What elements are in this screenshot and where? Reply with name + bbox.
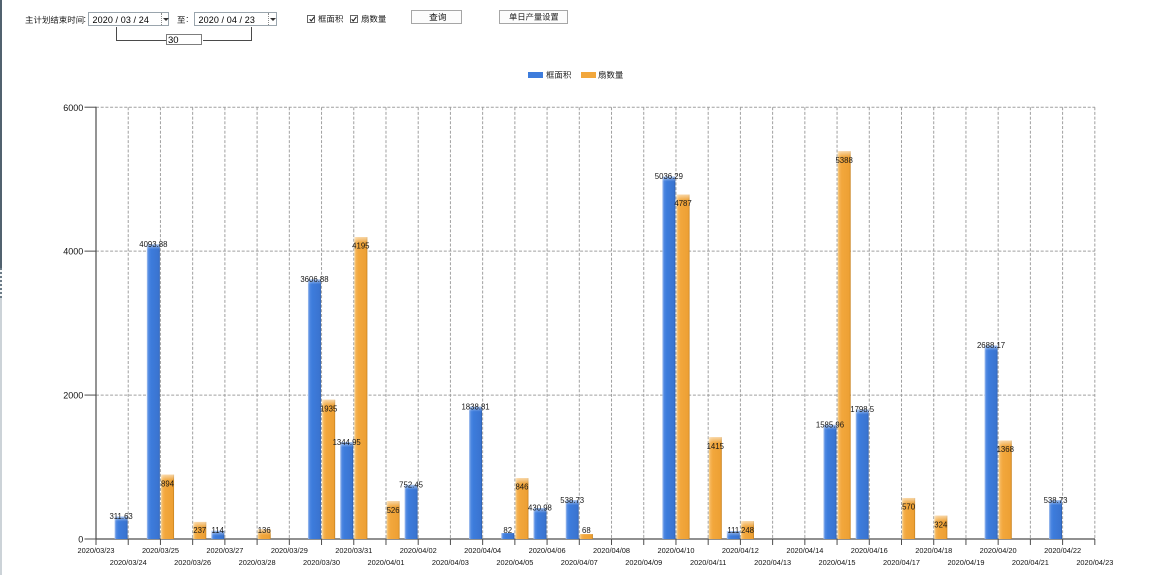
svg-text:2020/03/24: 2020/03/24	[110, 558, 147, 567]
svg-text:538.73: 538.73	[560, 496, 584, 505]
svg-text:2020/03/27: 2020/03/27	[206, 546, 243, 555]
svg-text:2020/04/12: 2020/04/12	[722, 546, 759, 555]
svg-text:2020/04/20: 2020/04/20	[980, 546, 1017, 555]
svg-text:2020/04/21: 2020/04/21	[1012, 558, 1049, 567]
svg-text:2020/04/08: 2020/04/08	[593, 546, 630, 555]
svg-text:82: 82	[503, 526, 512, 535]
svg-text:4787: 4787	[674, 199, 691, 208]
svg-text:136: 136	[258, 526, 271, 535]
svg-text:526: 526	[387, 506, 400, 515]
svg-text:3606.88: 3606.88	[300, 275, 328, 284]
svg-text:2020/04/05: 2020/04/05	[496, 558, 533, 567]
svg-text:5388: 5388	[835, 156, 852, 165]
svg-text:2020/04/06: 2020/04/06	[529, 546, 566, 555]
svg-text:1344.95: 1344.95	[333, 438, 362, 447]
svg-text:2020/04/15: 2020/04/15	[819, 558, 856, 567]
svg-text:4000: 4000	[63, 247, 83, 257]
svg-text:6000: 6000	[63, 103, 83, 113]
svg-text:0: 0	[78, 535, 83, 545]
svg-text:2020/04/10: 2020/04/10	[657, 546, 694, 555]
svg-text:2020/03/26: 2020/03/26	[174, 558, 211, 567]
svg-text:2020/04/03: 2020/04/03	[432, 558, 469, 567]
svg-text:2020/04/04: 2020/04/04	[464, 546, 501, 555]
svg-text:1798.5: 1798.5	[850, 405, 875, 414]
svg-text:2020/04/09: 2020/04/09	[625, 558, 662, 567]
svg-text:2000: 2000	[63, 391, 83, 401]
svg-text:2020/03/28: 2020/03/28	[239, 558, 276, 567]
svg-text:311.63: 311.63	[109, 512, 132, 521]
svg-text:4093.88: 4093.88	[139, 240, 167, 249]
svg-text:538.73: 538.73	[1044, 496, 1068, 505]
svg-text:2020/03/23: 2020/03/23	[78, 546, 115, 555]
svg-text:2020/04/17: 2020/04/17	[883, 558, 920, 567]
svg-text:430.98: 430.98	[528, 504, 552, 513]
svg-text:894: 894	[161, 479, 175, 488]
svg-text:846: 846	[515, 483, 528, 492]
svg-text:2020/04/19: 2020/04/19	[947, 558, 984, 567]
svg-text:2020/04/16: 2020/04/16	[851, 546, 888, 555]
svg-text:570: 570	[902, 503, 916, 512]
svg-text:2020/04/13: 2020/04/13	[754, 558, 791, 567]
svg-text:2020/04/11: 2020/04/11	[690, 558, 726, 567]
svg-text:2020/04/18: 2020/04/18	[915, 546, 952, 555]
svg-text:2020/04/14: 2020/04/14	[786, 546, 823, 555]
svg-text:2020/04/07: 2020/04/07	[561, 558, 598, 567]
svg-text:1415: 1415	[707, 442, 725, 451]
svg-text:5036.29: 5036.29	[655, 172, 683, 181]
svg-text:1368: 1368	[997, 445, 1014, 454]
svg-text:2020/04/01: 2020/04/01	[367, 558, 404, 567]
svg-text:1585.96: 1585.96	[816, 420, 844, 429]
svg-text:2020/04/22: 2020/04/22	[1044, 546, 1081, 555]
svg-text:68: 68	[582, 526, 591, 535]
svg-text:248: 248	[741, 526, 754, 535]
svg-text:111: 111	[727, 526, 739, 535]
svg-text:2020/04/02: 2020/04/02	[400, 546, 437, 555]
svg-text:1935: 1935	[320, 404, 338, 413]
svg-text:2020/03/31: 2020/03/31	[335, 546, 372, 555]
svg-text:2020/03/29: 2020/03/29	[271, 546, 308, 555]
svg-text:752.45: 752.45	[399, 480, 424, 489]
svg-text:2020/03/25: 2020/03/25	[142, 546, 179, 555]
svg-text:2020/03/30: 2020/03/30	[303, 558, 340, 567]
svg-text:4195: 4195	[352, 242, 370, 251]
svg-text:1838.81: 1838.81	[461, 402, 489, 411]
svg-text:2688.17: 2688.17	[977, 341, 1005, 350]
svg-text:114: 114	[212, 526, 225, 535]
svg-text:2020/04/23: 2020/04/23	[1076, 558, 1113, 567]
svg-text:324: 324	[934, 520, 948, 529]
svg-text:237: 237	[193, 526, 206, 535]
